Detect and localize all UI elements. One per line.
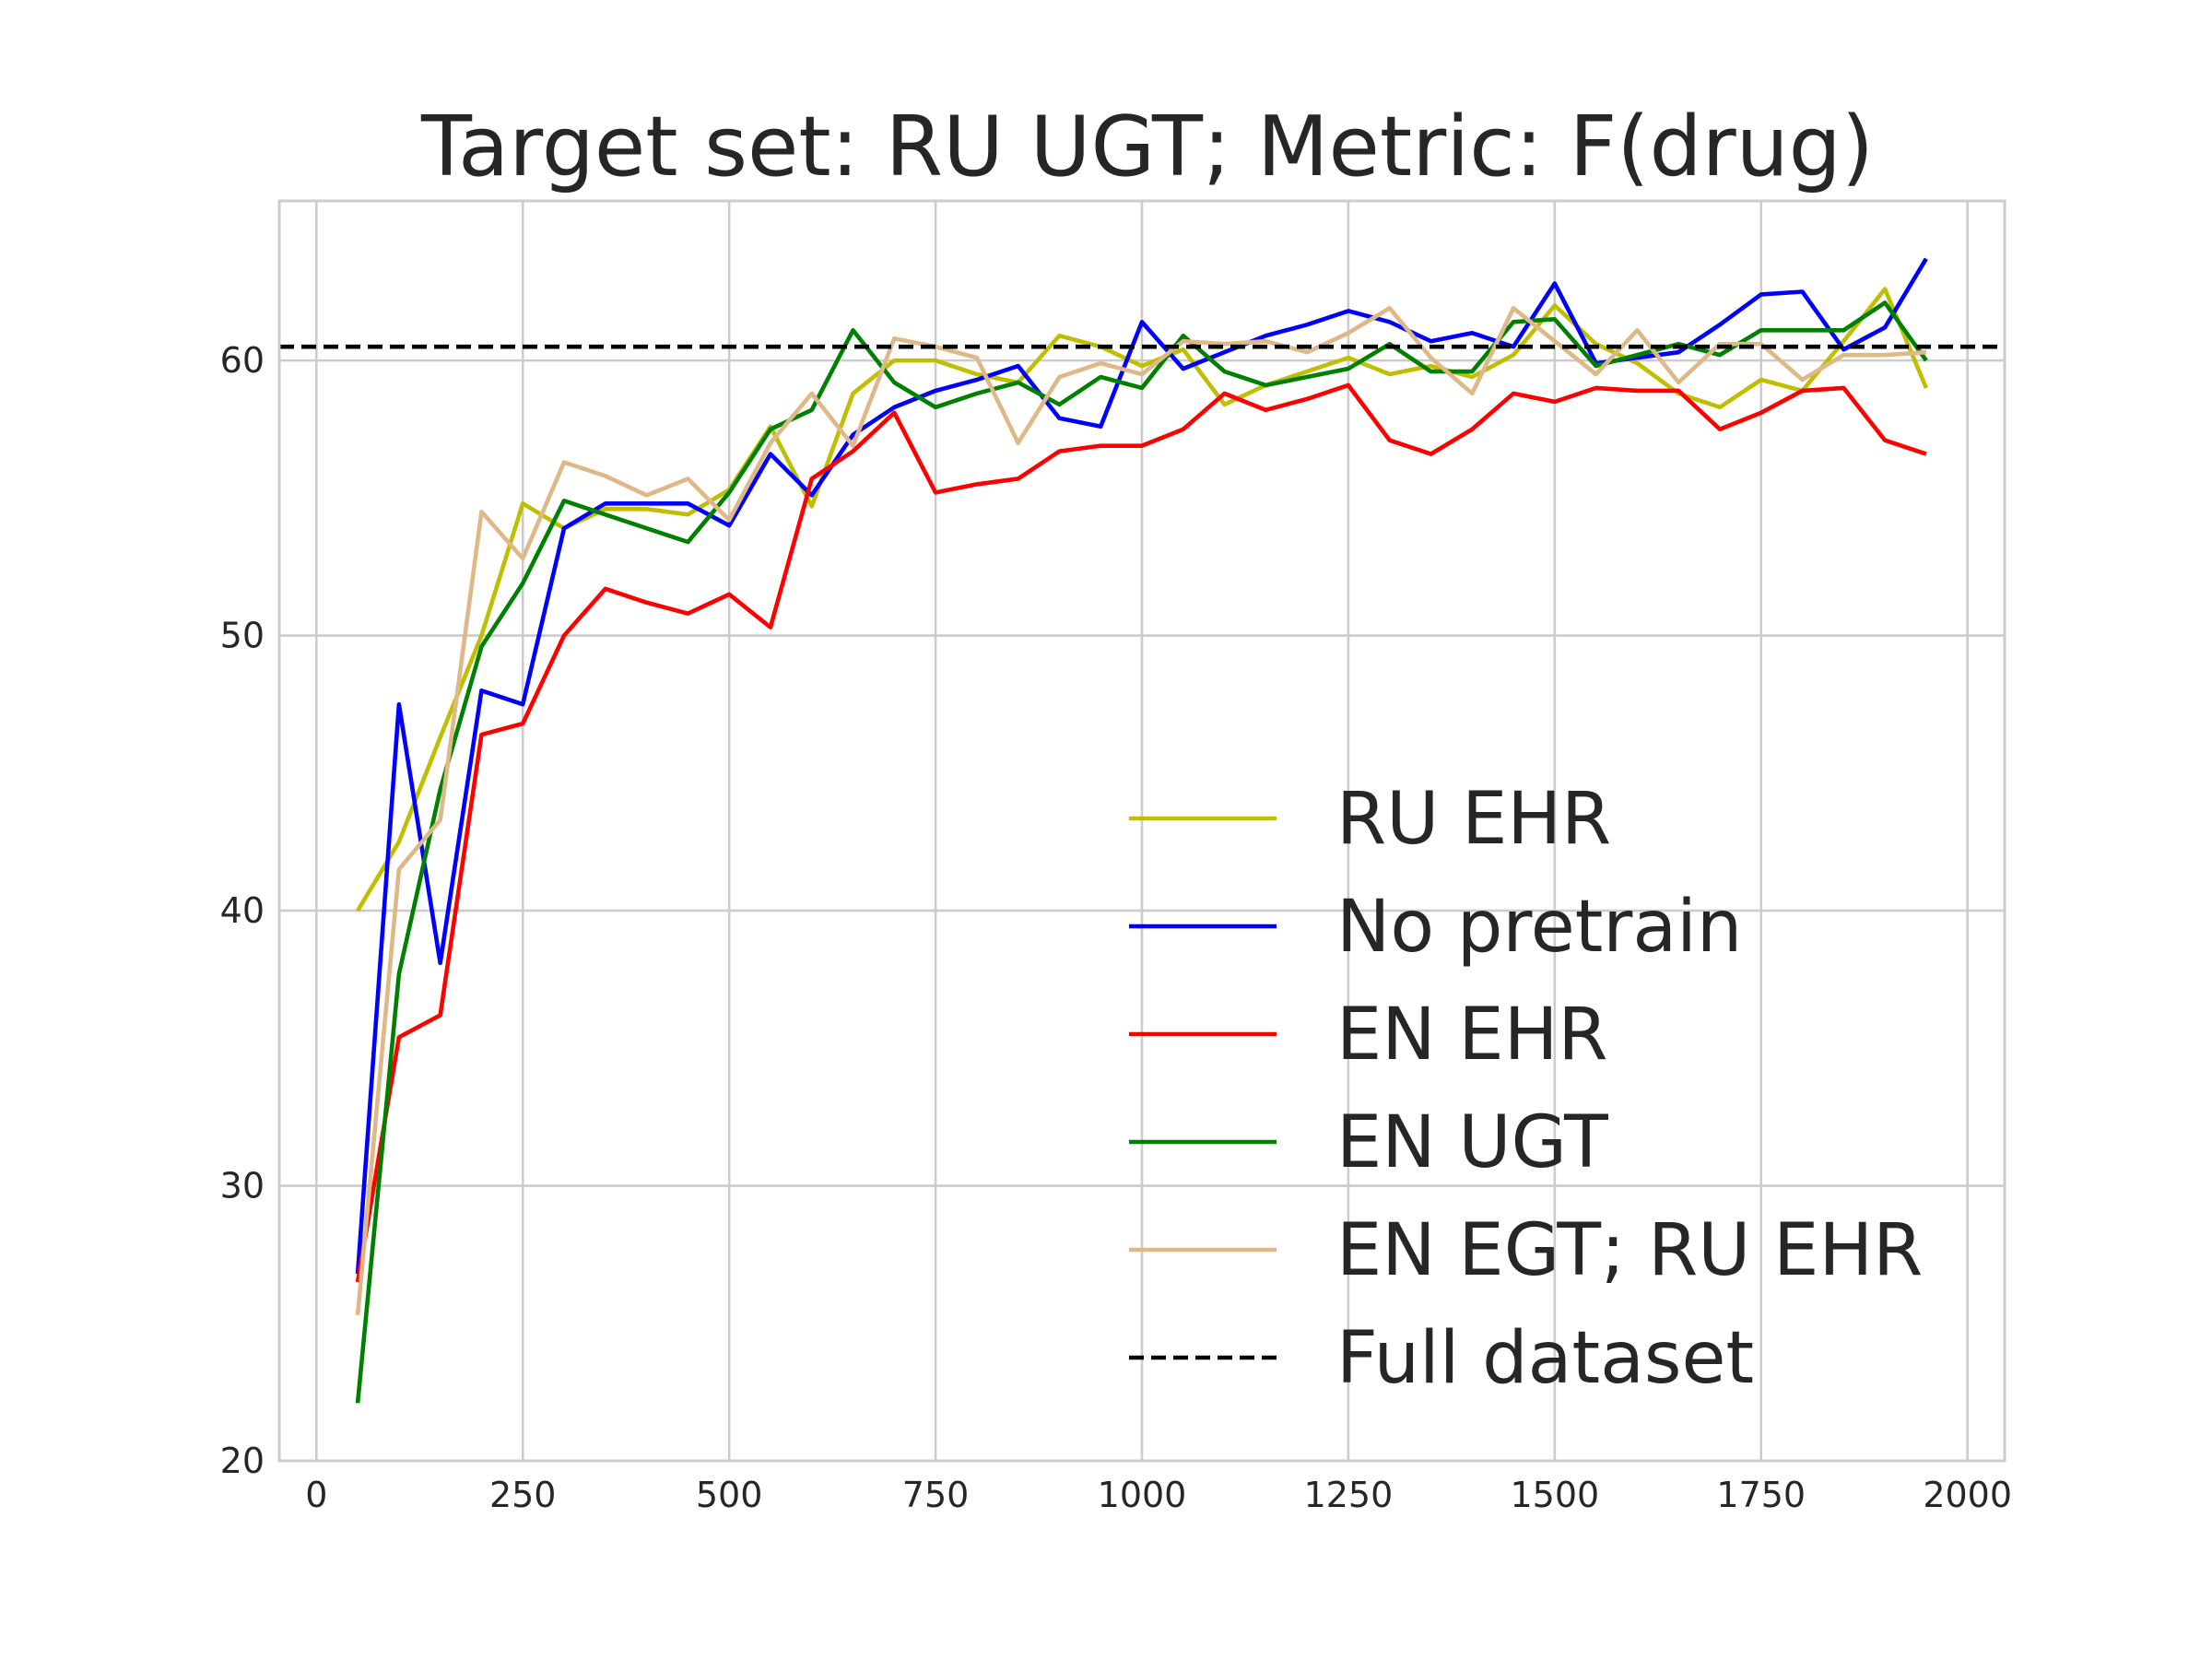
- grid: [279, 201, 2005, 1463]
- legend-label-en-ehr: EN EHR: [1336, 994, 1608, 1077]
- x-tick-label: 1750: [1716, 1475, 1806, 1515]
- x-tick-label: 2000: [1923, 1475, 2012, 1515]
- legend-label-full-dataset: Full dataset: [1336, 1317, 1754, 1400]
- legend-label-en-egt-ru-ehr: EN EGT; RU EHR: [1336, 1209, 1923, 1292]
- series-line-en-egt-ru-ehr: [355, 306, 1927, 1316]
- x-tick-label: 1250: [1304, 1475, 1394, 1515]
- y-tick-label: 40: [220, 890, 265, 931]
- y-tick-label: 20: [220, 1441, 265, 1481]
- x-axis-ticks: 0 250 500 750 1000 1250 1500 1750 2000: [305, 1475, 2012, 1515]
- x-tick-label: 0: [305, 1475, 327, 1515]
- x-tick-label: 1000: [1098, 1475, 1187, 1515]
- y-tick-label: 50: [220, 616, 265, 656]
- y-axis-ticks: 20 30 40 50 60: [220, 340, 265, 1481]
- series-line-no-pretrain: [355, 257, 1928, 1275]
- x-tick-label: 1500: [1510, 1475, 1599, 1515]
- x-tick-label: 500: [696, 1475, 763, 1515]
- series-line-ru-ehr: [356, 287, 1929, 912]
- legend-label-ru-ehr: RU EHR: [1336, 778, 1611, 861]
- y-tick-label: 60: [220, 340, 265, 381]
- series-lines: [279, 257, 2005, 1404]
- legend-label-en-ugt: EN UGT: [1336, 1101, 1608, 1184]
- plot-frame: [277, 199, 2006, 1463]
- chart-title: Target set: RU UGT; Metric: F(drug): [420, 99, 1874, 195]
- series-line-en-ehr: [355, 382, 1927, 1283]
- x-tick-label: 750: [902, 1475, 970, 1515]
- legend: RU EHR No pretrain EN EHR EN UGT EN EGT; RU …: [1129, 778, 1923, 1400]
- legend-label-no-pretrain: No pretrain: [1336, 886, 1742, 969]
- y-tick-label: 30: [220, 1166, 265, 1206]
- x-tick-label: 250: [489, 1475, 557, 1515]
